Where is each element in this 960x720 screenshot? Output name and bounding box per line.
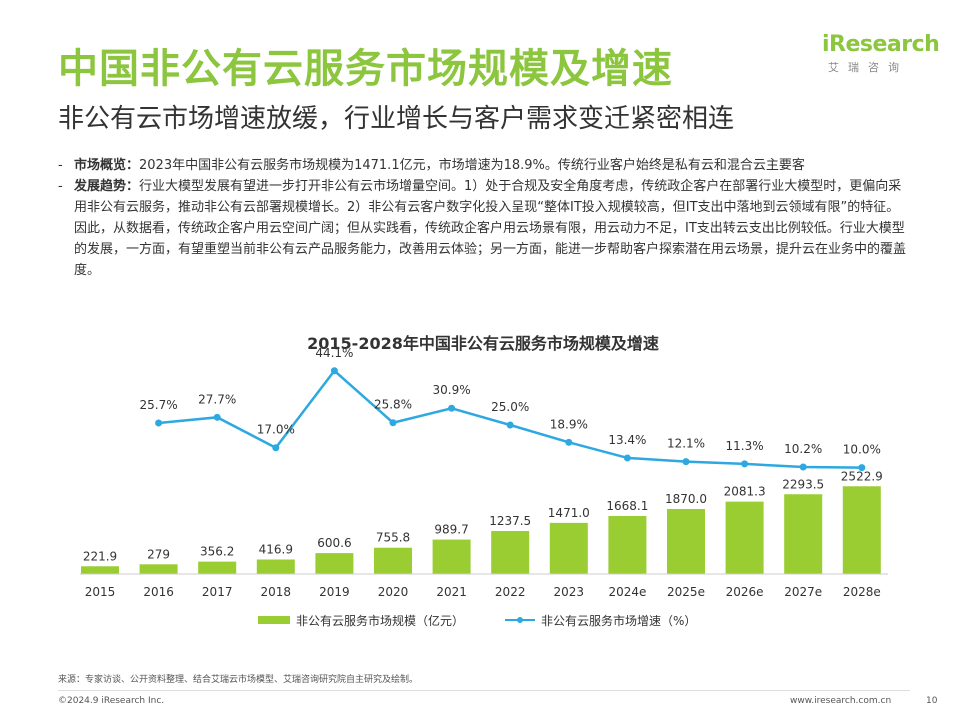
footer-copyright: ©2024.9 iResearch Inc. <box>58 696 165 706</box>
bar-2015 <box>81 566 119 574</box>
bar-2019 <box>315 553 354 574</box>
growth-label-2025e: 12.1% <box>667 437 705 451</box>
x-tick-label-2027e: 2027e <box>784 585 822 599</box>
page-title: 中国非公有云服务市场规模及增速 <box>58 46 673 92</box>
market-size-growth-chart: 2015-2028年中国非公有云服务市场规模及增速 221.9 279 356.2 4… <box>80 334 888 628</box>
x-tick-label-2024e: 2024e <box>608 585 646 599</box>
growth-point-2022 <box>506 421 514 429</box>
bar-2017 <box>198 561 237 574</box>
bar-value-label-2024e: 1668.1 <box>606 499 648 513</box>
bar-value-label-2023: 1471.0 <box>548 506 590 520</box>
line-series: 25.7% 27.7% 17.0% 44.1% 25.8% 30.9% 25.0% 18.9%… <box>140 346 881 472</box>
brand-logo-text: iResearch <box>822 32 940 57</box>
legend-marker-line <box>517 617 523 623</box>
footer-divider <box>58 690 910 691</box>
growth-label-2017: 27.7% <box>198 392 236 406</box>
growth-label-2020: 25.8% <box>374 398 412 412</box>
x-tick-labels: 2015 2016 2017 2018 2019 2020 2021 2022 2023 2024… <box>85 585 881 599</box>
bullet-list: - 市场概览：2023年中国非公有云服务市场规模为1471.1亿元，市场增速为1… <box>58 155 910 281</box>
bullet-text: 行业大模型发展有望进一步打开非公有云市场增量空间。1）处于合规及安全角度考虑，传… <box>74 179 907 278</box>
growth-label-2027e: 10.2% <box>784 442 822 456</box>
footer-source: 来源：专家访谈、公开资料整理、结合艾瑞云市场模型、艾瑞咨询研究院自主研究及绘制。 <box>58 675 419 685</box>
bar-series: 221.9 279 356.2 416.9 600.6 755.8 989.7 1237.5 1… <box>81 469 883 574</box>
bar-value-label-2020: 755.8 <box>376 531 410 545</box>
growth-label-2024e: 13.4% <box>608 433 646 447</box>
bar-2018 <box>256 559 295 574</box>
growth-label-2026e: 11.3% <box>726 439 764 453</box>
bar-value-label-2026e: 2081.3 <box>724 485 766 499</box>
growth-point-2018 <box>272 444 280 452</box>
growth-point-2028e <box>858 464 866 472</box>
x-tick-label-2028e: 2028e <box>843 585 881 599</box>
bar-value-label-2019: 600.6 <box>317 536 351 550</box>
bullet-text: 2023年中国非公有云服务市场规模为1471.1亿元，市场增速为18.9%。传统… <box>139 158 805 173</box>
legend-label-line: 非公有云服务市场增速（%） <box>541 613 696 628</box>
x-tick-label-2016: 2016 <box>143 585 174 599</box>
growth-point-2021 <box>448 404 456 412</box>
x-tick-label-2017: 2017 <box>202 585 233 599</box>
bar-2027e <box>784 494 823 574</box>
bar-2025e <box>667 508 705 574</box>
growth-label-2021: 30.9% <box>433 383 471 397</box>
chart-title: 2015-2028年中国非公有云服务市场规模及增速 <box>307 334 659 353</box>
footer-url: www.iresearch.com.cn <box>790 696 892 706</box>
legend: 非公有云服务市场规模（亿元） 非公有云服务市场增速（%） <box>258 613 696 628</box>
x-tick-label-2023: 2023 <box>554 585 585 599</box>
page-subtitle: 非公有云市场增速放缓，行业增长与客户需求变迁紧密相连 <box>58 104 735 134</box>
bar-value-label-2018: 416.9 <box>259 543 293 557</box>
bullet-dash: - <box>58 179 63 194</box>
growth-point-2025e <box>682 458 690 466</box>
bar-value-label-2028e: 2522.9 <box>841 469 883 483</box>
brand-tagline: 艾瑞咨询 <box>828 61 908 74</box>
x-tick-label-2022: 2022 <box>495 585 526 599</box>
growth-point-2024e <box>623 454 631 462</box>
bar-value-label-2021: 989.7 <box>434 523 468 537</box>
x-tick-label-2019: 2019 <box>319 585 350 599</box>
bar-2020 <box>374 547 412 574</box>
growth-label-2028e: 10.0% <box>843 443 881 457</box>
growth-label-2018: 17.0% <box>257 423 295 437</box>
growth-point-2016 <box>155 419 163 427</box>
x-tick-label-2015: 2015 <box>85 585 116 599</box>
bar-value-label-2015: 221.9 <box>83 549 117 563</box>
bullet-market-overview: - 市场概览：2023年中国非公有云服务市场规模为1471.1亿元，市场增速为1… <box>58 155 910 176</box>
x-tick-label-2026e: 2026e <box>726 585 764 599</box>
bar-2024e <box>608 516 647 574</box>
bar-value-label-2025e: 1870.0 <box>665 492 707 506</box>
bar-2016 <box>139 564 178 574</box>
legend-swatch-bar <box>258 616 290 624</box>
bullet-dash: - <box>58 158 63 173</box>
growth-rate-line <box>158 368 862 469</box>
bullet-label: 发展趋势： <box>74 179 140 194</box>
growth-point-2023 <box>565 438 573 446</box>
x-tick-label-2021: 2021 <box>436 585 467 599</box>
bar-2026e <box>725 501 764 574</box>
bar-2022 <box>491 530 530 574</box>
x-tick-label-2020: 2020 <box>378 585 409 599</box>
bar-value-label-2017: 356.2 <box>200 545 234 559</box>
growth-point-2017 <box>213 413 221 421</box>
legend-label-bar: 非公有云服务市场规模（亿元） <box>296 613 464 628</box>
growth-label-2016: 25.7% <box>140 398 178 412</box>
brand-logo: iResearch 艾瑞咨询 <box>822 32 940 75</box>
bullet-label: 市场概览： <box>74 158 140 173</box>
growth-label-2019: 44.1% <box>315 346 353 360</box>
bar-2028e <box>842 486 881 574</box>
bar-value-label-2027e: 2293.5 <box>782 477 824 491</box>
growth-point-2020 <box>389 419 397 427</box>
bullet-development-trend: - 发展趋势：行业大模型发展有望进一步打开非公有云市场增量空间。1）处于合规及安… <box>58 176 910 281</box>
bar-value-label-2022: 1237.5 <box>489 514 531 528</box>
page-number: 10 <box>926 696 938 706</box>
growth-point-2027e <box>799 463 807 471</box>
growth-label-2023: 18.9% <box>550 417 588 431</box>
growth-point-2019 <box>330 367 338 375</box>
x-tick-label-2025e: 2025e <box>667 585 705 599</box>
x-tick-label-2018: 2018 <box>261 585 292 599</box>
growth-point-2026e <box>741 460 749 468</box>
growth-label-2022: 25.0% <box>491 400 529 414</box>
bar-2023 <box>549 522 588 574</box>
bar-value-label-2016: 279 <box>147 547 170 561</box>
bar-2021 <box>432 539 471 574</box>
